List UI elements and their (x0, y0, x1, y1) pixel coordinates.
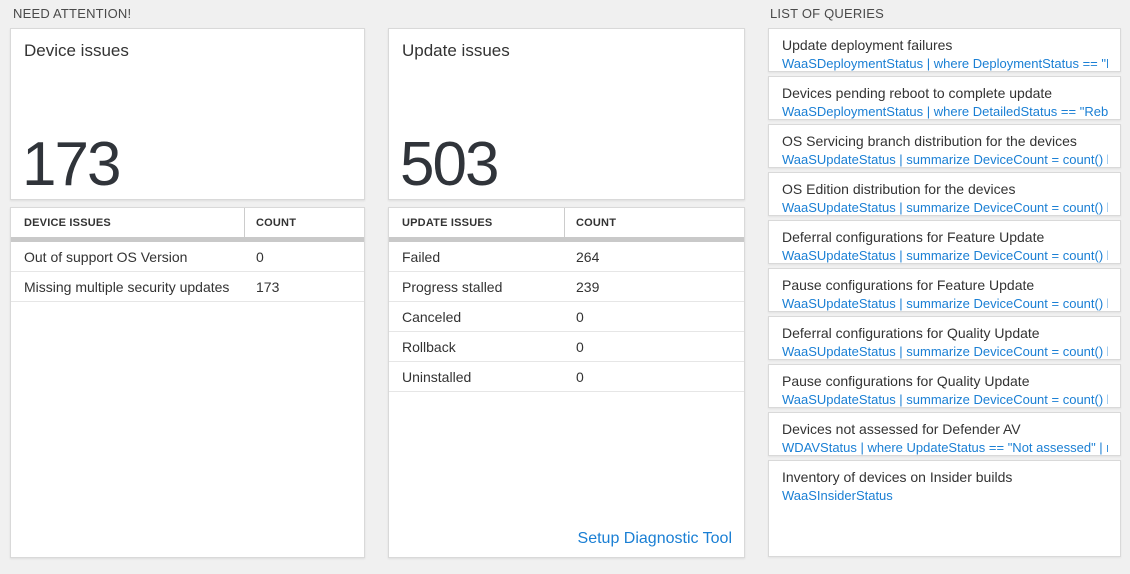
query-list: Update deployment failures WaaSDeploymen… (768, 28, 1121, 557)
query-item[interactable]: Update deployment failures WaaSDeploymen… (768, 28, 1121, 72)
table-row[interactable]: Rollback 0 (389, 332, 744, 362)
device-issues-count-value: 173 (22, 129, 121, 199)
table-row[interactable]: Out of support OS Version 0 (11, 242, 364, 272)
update-issues-count-value: 503 (400, 129, 499, 199)
query-item-title: Pause configurations for Quality Update (782, 373, 1030, 389)
column-header-count: COUNT (256, 216, 297, 229)
query-item-query: WaaSUpdateStatus | summarize DeviceCount… (782, 392, 1108, 407)
query-item[interactable]: Devices pending reboot to complete updat… (768, 76, 1121, 120)
device-issues-table: DEVICE ISSUES COUNT Out of support OS Ve… (10, 207, 365, 558)
query-item-title: OS Servicing branch distribution for the… (782, 133, 1077, 149)
query-item[interactable]: Deferral configurations for Feature Upda… (768, 220, 1121, 264)
query-item[interactable]: Inventory of devices on Insider builds W… (768, 460, 1121, 557)
query-item[interactable]: Devices not assessed for Defender AV WDA… (768, 412, 1121, 456)
table-row[interactable]: Progress stalled 239 (389, 272, 744, 302)
query-item-query: WaaSUpdateStatus | summarize DeviceCount… (782, 152, 1108, 167)
column-header-count: COUNT (576, 216, 617, 229)
issue-name-cell: Out of support OS Version (24, 248, 188, 265)
issue-name-cell: Rollback (402, 338, 456, 355)
table-header-row: UPDATE ISSUES COUNT (389, 208, 744, 237)
column-header-update-issues: UPDATE ISSUES (389, 208, 565, 237)
query-item-title: Inventory of devices on Insider builds (782, 469, 1013, 485)
query-item[interactable]: OS Servicing branch distribution for the… (768, 124, 1121, 168)
issue-name-cell: Uninstalled (402, 368, 472, 385)
table-row[interactable]: Missing multiple security updates 173 (11, 272, 364, 302)
query-item-title: Update deployment failures (782, 37, 953, 53)
setup-diagnostic-tool-link[interactable]: Setup Diagnostic Tool (577, 530, 732, 547)
issue-count-cell: 264 (576, 248, 600, 265)
issue-count-cell: 239 (576, 278, 600, 295)
query-item-query: WDAVStatus | where UpdateStatus == "Not … (782, 440, 1108, 455)
issue-count-cell: 173 (256, 278, 280, 295)
query-item-title: OS Edition distribution for the devices (782, 181, 1016, 197)
issue-count-cell: 0 (576, 368, 584, 385)
need-attention-section-label: NEED ATTENTION! (13, 6, 132, 21)
update-issues-tile[interactable]: Update issues 503 (388, 28, 745, 200)
list-of-queries-section-label: LIST OF QUERIES (770, 6, 885, 21)
query-item-title: Devices pending reboot to complete updat… (782, 85, 1053, 101)
query-item-query: WaaSUpdateStatus | summarize DeviceCount… (782, 344, 1108, 359)
update-issues-title: Update issues (402, 41, 510, 60)
query-item-title: Deferral configurations for Feature Upda… (782, 229, 1045, 245)
issue-count-cell: 0 (576, 338, 584, 355)
query-item[interactable]: Pause configurations for Quality Update … (768, 364, 1121, 408)
issue-name-cell: Failed (402, 248, 441, 265)
table-header-divider-bar (389, 237, 744, 242)
issue-count-cell: 0 (256, 248, 264, 265)
update-issues-column: Update issues 503 UPDATE ISSUES COUNT Fa… (388, 28, 745, 558)
query-item-query: WaaSUpdateStatus | summarize DeviceCount… (782, 296, 1108, 311)
query-item-query: WaaSDeploymentStatus | where DetailedSta… (782, 104, 1108, 119)
device-issues-tile[interactable]: Device issues 173 (10, 28, 365, 200)
issue-name-cell: Canceled (402, 308, 462, 325)
device-issues-title: Device issues (24, 41, 129, 60)
query-item-query: WaaSDeploymentStatus | where DeploymentS… (782, 56, 1108, 71)
issue-count-cell: 0 (576, 308, 584, 325)
table-row[interactable]: Uninstalled 0 (389, 362, 744, 392)
table-header-row: DEVICE ISSUES COUNT (11, 208, 364, 237)
issue-name-cell: Missing multiple security updates (24, 278, 230, 295)
query-item-title: Deferral configurations for Quality Upda… (782, 325, 1040, 341)
table-row[interactable]: Failed 264 (389, 242, 744, 272)
table-header-divider-bar (11, 237, 364, 242)
query-item-title: Pause configurations for Feature Update (782, 277, 1035, 293)
query-item-query: WaaSUpdateStatus | summarize DeviceCount… (782, 248, 1108, 263)
query-item[interactable]: Deferral configurations for Quality Upda… (768, 316, 1121, 360)
update-issues-table: UPDATE ISSUES COUNT Failed 264 Progress … (388, 207, 745, 558)
query-item-title: Devices not assessed for Defender AV (782, 421, 1021, 437)
table-row[interactable]: Canceled 0 (389, 302, 744, 332)
query-item[interactable]: Pause configurations for Feature Update … (768, 268, 1121, 312)
device-issues-column: Device issues 173 DEVICE ISSUES COUNT Ou… (10, 28, 365, 558)
issue-name-cell: Progress stalled (402, 278, 503, 295)
column-header-device-issues: DEVICE ISSUES (11, 208, 245, 237)
query-item[interactable]: OS Edition distribution for the devices … (768, 172, 1121, 216)
query-item-query: WaaSUpdateStatus | summarize DeviceCount… (782, 200, 1108, 215)
query-item-query: WaaSInsiderStatus (782, 488, 893, 503)
